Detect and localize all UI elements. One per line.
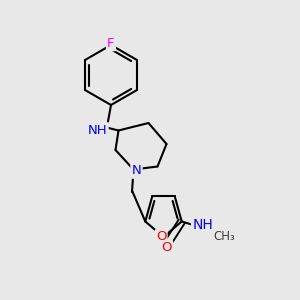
Text: CH₃: CH₃: [214, 230, 236, 243]
Text: O: O: [161, 242, 172, 254]
Text: N: N: [132, 164, 141, 178]
Text: NH: NH: [88, 124, 107, 137]
Text: F: F: [107, 37, 115, 50]
Text: NH: NH: [192, 218, 213, 233]
Text: O: O: [156, 230, 166, 244]
